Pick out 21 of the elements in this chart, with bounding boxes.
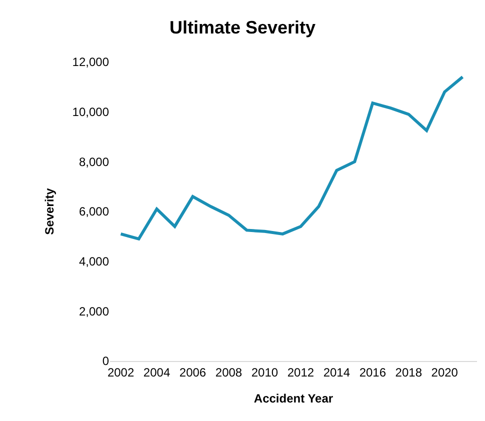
x-tick-label: 2002 <box>107 365 134 380</box>
x-tick-label: 2010 <box>251 365 278 380</box>
chart-title: Ultimate Severity <box>169 18 316 38</box>
x-tick-label: 2008 <box>215 365 242 380</box>
x-tick-label: 2004 <box>143 365 170 380</box>
x-tick-label: 2020 <box>431 365 458 380</box>
x-tick-label: 2014 <box>323 365 350 380</box>
x-axis-title: Accident Year <box>254 391 334 406</box>
y-axis-title: Severity <box>42 188 57 235</box>
x-tick-label: 2016 <box>359 365 386 380</box>
y-tick-label: 10,000 <box>72 105 110 120</box>
x-tick-label: 2018 <box>395 365 422 380</box>
line-series <box>119 75 464 240</box>
y-tick-label: 4,000 <box>78 254 110 269</box>
y-tick-label: 2,000 <box>78 304 110 318</box>
y-tick-label: 6,000 <box>78 204 110 219</box>
x-tick-label: 2006 <box>179 365 206 380</box>
y-tick-label: 0 <box>102 354 110 368</box>
y-tick-label: 8,000 <box>78 154 110 169</box>
y-tick-label: 12,000 <box>72 55 110 70</box>
x-tick-label: 2012 <box>287 365 314 380</box>
